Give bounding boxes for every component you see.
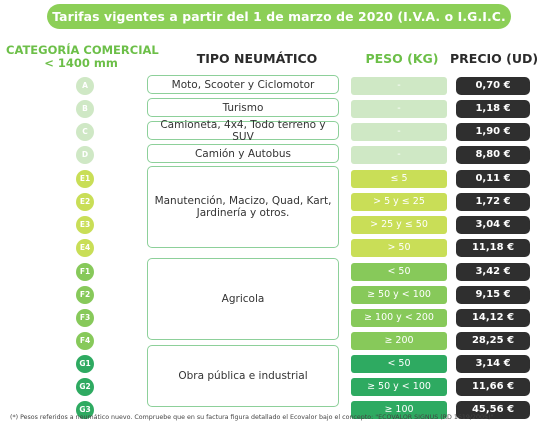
category-badge: E1: [76, 170, 94, 188]
precio-cell: 8,80 €: [456, 146, 530, 164]
precio-cell: 1,18 €: [456, 100, 530, 118]
header-precio: PRECIO (UD)*: [450, 51, 538, 66]
tipo-cell: Camioneta, 4x4, Todo terreno y SUV: [147, 119, 339, 143]
header-categoria-line2: < 1400 mm: [44, 56, 118, 70]
peso-cell: -: [351, 77, 447, 95]
category-badge: G2: [76, 378, 94, 396]
category-badge: E2: [76, 193, 94, 211]
peso-cell: > 5 y ≤ 25: [351, 193, 447, 211]
peso-cell: < 50: [351, 263, 447, 281]
precio-cell: 11,66 €: [456, 378, 530, 396]
header-tipo: TIPO NEUMÁTICO: [196, 51, 318, 66]
precio-cell: 1,72 €: [456, 193, 530, 211]
precio-cell: 1,90 €: [456, 123, 530, 141]
category-badge: F1: [76, 263, 94, 281]
tipo-cell: Manutención, Macizo, Quad, Kart, Jardine…: [147, 166, 339, 248]
category-badge: A: [76, 77, 94, 95]
category-badge: B: [76, 100, 94, 118]
precio-cell: 0,11 €: [456, 170, 530, 188]
precio-cell: 3,42 €: [456, 263, 530, 281]
header-categoria: CATEGORÍA COMERCIAL < 1400 mm: [6, 43, 159, 70]
category-badge: F3: [76, 309, 94, 327]
tipo-cell: Moto, Scooter y Ciclomotor: [147, 75, 339, 94]
peso-cell: ≥ 200: [351, 332, 447, 350]
header-peso: PESO (KG): [365, 51, 439, 66]
precio-cell: 45,56 €: [456, 401, 530, 419]
tipo-cell: Turismo: [147, 98, 339, 117]
precio-cell: 11,18 €: [456, 239, 530, 257]
precio-cell: 0,70 €: [456, 77, 530, 95]
tipo-cell: Agricola: [147, 258, 339, 340]
precio-cell: 14,12 €: [456, 309, 530, 327]
precio-cell: 3,14 €: [456, 355, 530, 373]
title-banner: Tarifas vigentes a partir del 1 de marzo…: [47, 4, 511, 49]
peso-cell: ≥ 100 y < 200: [351, 309, 447, 327]
peso-cell: ≥ 100: [351, 401, 447, 419]
category-badge: G1: [76, 355, 94, 373]
peso-cell: < 50: [351, 355, 447, 373]
category-badge: D: [76, 146, 94, 164]
peso-cell: ≥ 50 y < 100: [351, 286, 447, 304]
peso-cell: -: [351, 146, 447, 164]
peso-cell: ≥ 50 y < 100: [351, 378, 447, 396]
peso-cell: ≤ 5: [351, 170, 447, 188]
footnote: (*) Pesos referidos a neumático nuevo. C…: [10, 414, 494, 421]
peso-cell: > 25 y ≤ 50: [351, 216, 447, 234]
category-badge: C: [76, 123, 94, 141]
peso-cell: > 50: [351, 239, 447, 257]
peso-cell: -: [351, 123, 447, 141]
header-categoria-line1: CATEGORÍA COMERCIAL: [6, 43, 159, 57]
tipo-cell: Camión y Autobus: [147, 144, 339, 163]
precio-cell: 3,04 €: [456, 216, 530, 234]
peso-cell: -: [351, 100, 447, 118]
category-badge: F4: [76, 332, 94, 350]
category-badge: G3: [76, 401, 94, 419]
category-badge: E4: [76, 239, 94, 257]
precio-cell: 9,15 €: [456, 286, 530, 304]
tipo-cell: Obra pública e industrial: [147, 345, 339, 407]
precio-cell: 28,25 €: [456, 332, 530, 350]
category-badge: F2: [76, 286, 94, 304]
category-badge: E3: [76, 216, 94, 234]
